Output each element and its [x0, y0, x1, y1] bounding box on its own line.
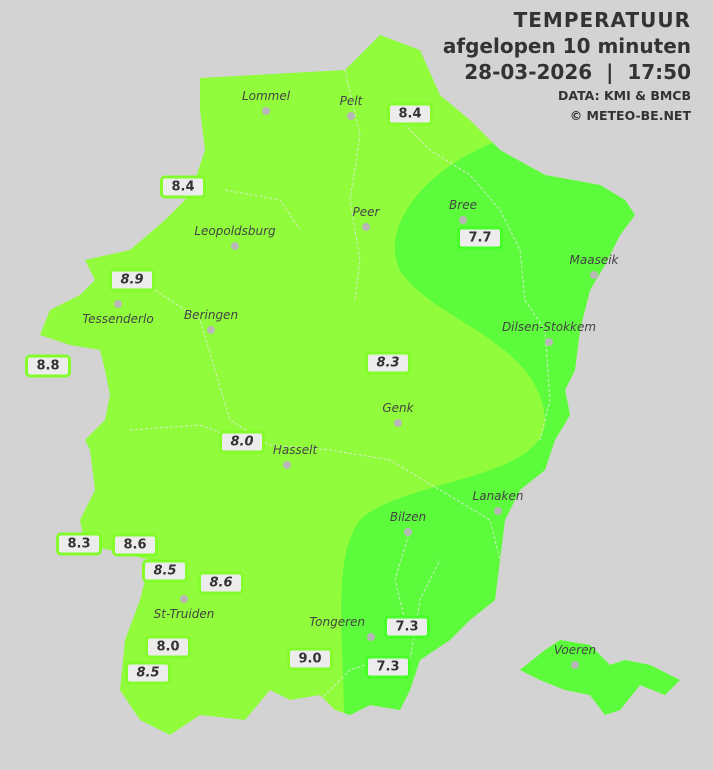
- city-label: Dilsen-Stokkem: [501, 320, 597, 334]
- city-label: Leopoldsburg: [194, 224, 276, 238]
- city-marker: [207, 326, 215, 334]
- city-marker: [590, 271, 598, 279]
- city-marker: [367, 633, 375, 641]
- temperature-reading: 8.6: [198, 571, 244, 595]
- map-title: TEMPERATUUR: [513, 8, 691, 32]
- temperature-reading: 8.8: [25, 354, 71, 378]
- city-label: Lanaken: [472, 489, 524, 503]
- copyright: © METEO-BE.NET: [569, 108, 691, 123]
- city-label: Voeren: [553, 643, 597, 657]
- temperature-reading: 9.0: [287, 647, 333, 671]
- city-marker: [545, 338, 553, 346]
- temperature-reading: 8.5: [142, 559, 188, 583]
- city-marker: [494, 507, 502, 515]
- city-marker: [114, 300, 122, 308]
- city-label: Peer: [352, 205, 380, 219]
- temperature-reading: 8.0: [219, 430, 265, 454]
- temperature-reading: 8.6: [112, 533, 158, 557]
- city-label: Beringen: [183, 308, 239, 322]
- city-label: Hasselt: [272, 443, 318, 457]
- city-label: Tongeren: [309, 615, 365, 629]
- data-source: DATA: KMI & BMCB: [558, 88, 691, 103]
- city-marker: [347, 112, 355, 120]
- city-label: Bilzen: [389, 510, 427, 524]
- city-marker: [262, 107, 270, 115]
- city-marker: [231, 242, 239, 250]
- city-label: St-Truiden: [153, 607, 215, 621]
- city-marker: [283, 461, 291, 469]
- temperature-reading: 7.3: [365, 655, 411, 679]
- temperature-reading: 7.3: [384, 615, 430, 639]
- temperature-reading: 7.7: [457, 226, 503, 250]
- temperature-reading: 8.4: [160, 175, 206, 199]
- temperature-reading: 8.4: [387, 102, 433, 126]
- city-marker: [394, 419, 402, 427]
- city-marker: [180, 595, 188, 603]
- temperature-reading: 8.3: [56, 532, 102, 556]
- city-marker: [459, 216, 467, 224]
- map-subtitle: afgelopen 10 minuten: [442, 34, 691, 58]
- roads: [129, 69, 551, 701]
- temperature-reading: 8.3: [365, 351, 411, 375]
- city-marker: [404, 528, 412, 536]
- city-label: Tessenderlo: [82, 312, 154, 326]
- city-label: Bree: [449, 198, 477, 212]
- city-marker: [362, 223, 370, 231]
- temperature-reading: 8.5: [125, 661, 171, 685]
- city-label: Lommel: [241, 89, 291, 103]
- temperature-reading: 8.9: [109, 268, 155, 292]
- city-marker: [571, 661, 579, 669]
- city-label: Maaseik: [569, 253, 619, 267]
- temperature-reading: 8.0: [145, 635, 191, 659]
- city-label: Genk: [382, 401, 414, 415]
- city-label: Pelt: [339, 94, 363, 108]
- map-datetime: 28-03-2026 | 17:50: [464, 60, 691, 84]
